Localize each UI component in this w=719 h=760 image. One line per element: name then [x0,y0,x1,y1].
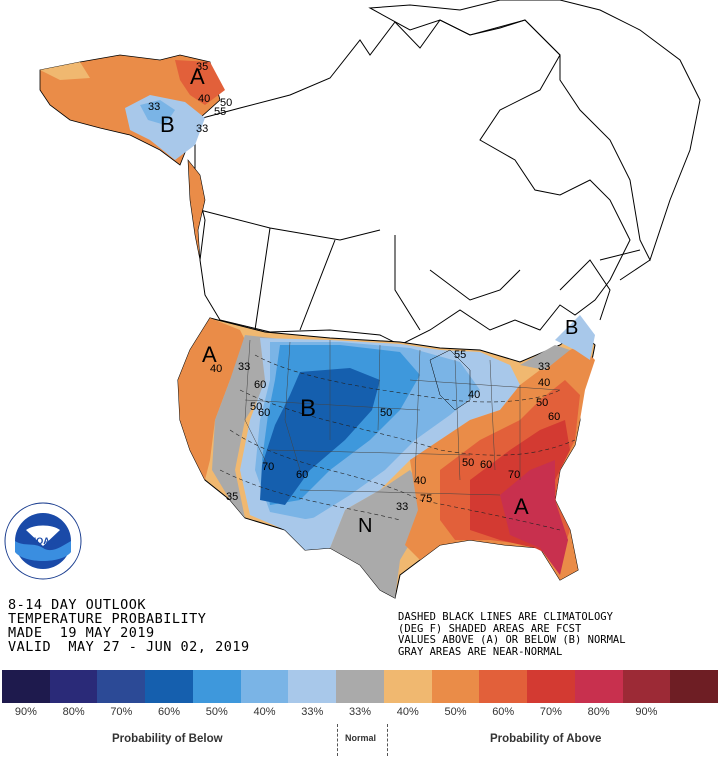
legend-swatch [240,670,289,703]
contour-label: 60 [254,379,266,391]
legend-swatch-label: 80% [62,706,85,718]
contour-label: 40 [468,389,480,401]
contour-label: 33 [238,361,250,373]
legend-swatch-label: 33% [348,706,372,718]
legend-swatch-label: 70% [110,706,133,718]
product-info: 8-14 DAY OUTLOOK TEMPERATURE PROBABILITY M… [8,598,250,654]
legend-swatch-label: 90% [14,706,37,718]
legend-color-bar [2,670,719,703]
contour-label: 60 [258,407,270,419]
southeast-above-label: A [514,494,529,519]
noaa-logo-text: NOAA [30,536,57,546]
legend-swatch [2,670,50,703]
west-coast-above-label: A [202,342,217,367]
legend-swatch [192,670,241,703]
note-line: GRAY AREAS ARE NEAR-NORMAL [398,645,563,658]
contour-label: 70 [508,469,520,481]
contour-label: 35 [226,491,238,503]
contour-label: 50 [462,457,474,469]
legend-swatch-label: 60% [492,706,515,718]
legend-swatch-label: 60% [158,706,181,718]
contour-label: 60 [296,469,308,481]
contour-label: 33 [538,361,550,373]
contour-label: 33 [196,123,208,135]
legend-swatch [431,670,480,703]
northeast-below-label: B [565,317,578,339]
contour-label: 50 [380,407,392,419]
contour-label: 40 [210,363,222,375]
contour-label: 75 [420,493,432,505]
legend-swatch [670,670,719,703]
texas-normal-label: N [358,515,372,537]
product-title: 8-14 DAY OUTLOOK [8,597,147,613]
contour-label: 40 [414,475,426,487]
note-line: (DEG F) SHADED AREAS ARE FCST [398,622,582,635]
contour-label: 35 [196,61,208,73]
legend-swatch [49,670,98,703]
legend-swatch-label: 90% [635,706,658,718]
noaa-logo: NOAA [4,502,82,580]
contour-label: 50 [220,97,232,109]
alaska-region [39,54,225,261]
contour-label: 55 [454,349,466,361]
legend-swatch [288,670,337,703]
legend-swatch-label [670,706,718,718]
canada-outline [194,0,701,346]
alaska-below-label: B [160,112,175,137]
contour-label: 33 [148,101,160,113]
legend-swatch-label: 80% [587,706,610,718]
outlook-map: A B A B B A N 35 40 50 55 33 33 40 33 60… [39,0,701,599]
contour-label: 55 [214,106,226,118]
legend-above-label: Probability of Above [490,733,602,745]
contour-label: 60 [548,411,560,423]
alaska-above-label: A [190,64,205,89]
product-subtitle: TEMPERATURE PROBABILITY [8,611,207,627]
legend-swatch [145,670,193,703]
contour-label: 50 [250,401,262,413]
contour-label: 50 [536,397,548,409]
legend-swatch [336,670,384,703]
product-made-date: MADE 19 MAY 2019 [8,625,155,641]
legend-swatch-label: 40% [253,706,276,718]
legend-swatch [527,670,575,703]
legend-divider-right [387,724,388,756]
legend-swatch-label: 33% [301,706,324,718]
note-line: DASHED BLACK LINES ARE CLIMATOLOGY [398,611,613,623]
legend-swatch-label: 50% [205,706,228,718]
legend-swatch-label: 70% [539,706,562,718]
legend-below-label: Probability of Below [112,733,223,745]
map-notes: DASHED BLACK LINES ARE CLIMATOLOGY (DEG F… [398,611,626,658]
contour-label: 60 [480,459,492,471]
legend-swatch [97,670,146,703]
central-below-label: B [300,395,316,422]
legend-swatch-label: 50% [444,706,467,718]
contour-label: 70 [262,461,274,473]
contour-label: 40 [538,377,550,389]
legend-swatch [383,670,432,703]
legend-percent-labels: 90% 80% 70% 60% 50% 40% 33% 33% 40% 50% 60% 70% 80% 9… [2,706,718,718]
contour-label: 40 [198,93,210,105]
legend-swatch [574,670,623,703]
product-valid-range: VALID MAY 27 - JUN 02, 2019 [8,639,250,655]
legend-swatch-label: 40% [396,706,419,718]
conus-region [177,315,596,599]
legend-divider-left [337,724,338,756]
note-line: VALUES ABOVE (A) OR BELOW (B) NORMAL [398,634,626,646]
legend-normal-label: Normal [345,733,377,743]
contour-label: 33 [396,501,408,513]
legend-swatch [622,670,671,703]
legend-swatch [479,670,528,703]
